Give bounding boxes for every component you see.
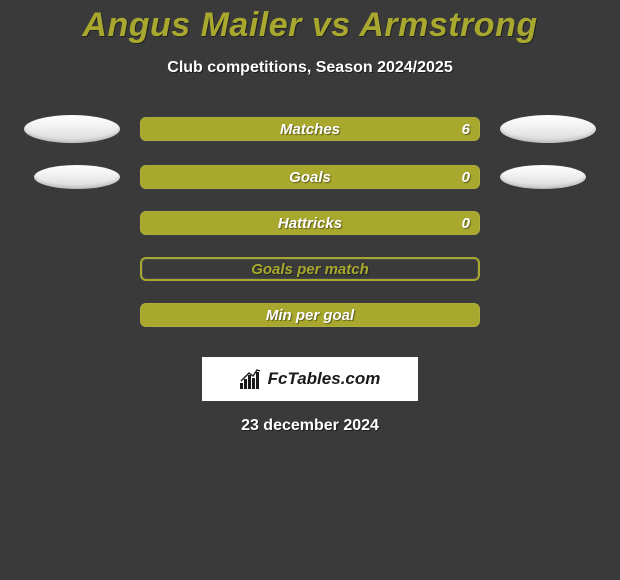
player-right-marker bbox=[500, 165, 586, 189]
stat-bar-goals-per-match: Goals per match bbox=[140, 257, 480, 281]
date-text: 23 december 2024 bbox=[241, 417, 379, 435]
stat-bar-min-per-goal: Min per goal bbox=[140, 303, 480, 327]
player-right-marker bbox=[500, 115, 596, 143]
stat-bar-goals: Goals 0 bbox=[140, 165, 480, 189]
page-title: Angus Mailer vs Armstrong bbox=[82, 6, 537, 45]
stat-value: 0 bbox=[462, 215, 470, 232]
stat-bar-matches: Matches 6 bbox=[140, 117, 480, 141]
brand-label: FcTables.com bbox=[268, 369, 381, 389]
comparison-card: Angus Mailer vs Armstrong Club competiti… bbox=[0, 0, 620, 435]
player-left-marker bbox=[24, 115, 120, 143]
stat-value: 6 bbox=[462, 121, 470, 138]
stat-value: 0 bbox=[462, 169, 470, 186]
stat-bar-hattricks: Hattricks 0 bbox=[140, 211, 480, 235]
stat-row: Hattricks 0 bbox=[0, 211, 620, 235]
stat-row: Min per goal bbox=[0, 303, 620, 327]
bar-chart-icon bbox=[240, 369, 262, 389]
stat-label: Matches bbox=[280, 121, 340, 138]
stat-row: Goals 0 bbox=[0, 165, 620, 189]
stat-label: Hattricks bbox=[278, 215, 342, 232]
stat-label: Goals per match bbox=[251, 261, 369, 278]
stat-label: Goals bbox=[289, 169, 331, 186]
stat-row: Matches 6 bbox=[0, 115, 620, 143]
brand-box[interactable]: FcTables.com bbox=[202, 357, 418, 401]
stat-row: Goals per match bbox=[0, 257, 620, 281]
subtitle: Club competitions, Season 2024/2025 bbox=[167, 59, 452, 77]
player-left-marker bbox=[34, 165, 120, 189]
stat-label: Min per goal bbox=[266, 307, 354, 324]
